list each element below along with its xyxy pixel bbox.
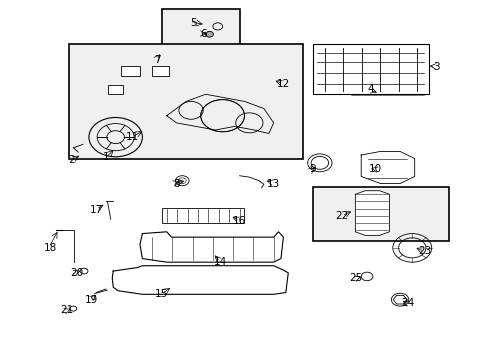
Text: 11: 11 xyxy=(126,132,139,142)
Circle shape xyxy=(205,31,213,37)
Text: 14: 14 xyxy=(213,257,226,267)
Text: 4: 4 xyxy=(367,84,373,94)
Text: 20: 20 xyxy=(70,268,83,278)
Text: 16: 16 xyxy=(233,216,246,226)
Text: 24: 24 xyxy=(400,298,413,308)
Polygon shape xyxy=(355,191,388,235)
Text: 22: 22 xyxy=(334,211,347,221)
Polygon shape xyxy=(112,266,287,294)
Text: 7: 7 xyxy=(153,55,160,65)
Bar xyxy=(152,66,169,76)
Bar xyxy=(312,44,428,94)
Polygon shape xyxy=(140,232,283,262)
Text: 18: 18 xyxy=(43,243,57,253)
Text: 12: 12 xyxy=(276,78,289,89)
Text: 17: 17 xyxy=(89,205,102,215)
Text: 19: 19 xyxy=(84,295,98,305)
Bar xyxy=(69,44,302,158)
Bar xyxy=(120,66,140,76)
Bar xyxy=(162,9,239,48)
Bar xyxy=(108,85,122,94)
Bar xyxy=(312,187,448,241)
Text: 5: 5 xyxy=(190,18,196,28)
Text: 15: 15 xyxy=(155,289,168,299)
Text: 8: 8 xyxy=(173,179,180,189)
Text: 3: 3 xyxy=(432,63,439,72)
Text: 6: 6 xyxy=(200,28,206,39)
Text: 2: 2 xyxy=(68,156,75,165)
Text: 9: 9 xyxy=(308,164,315,174)
Bar xyxy=(162,208,244,223)
Text: 21: 21 xyxy=(61,305,74,315)
Text: 1: 1 xyxy=(102,152,109,162)
Text: 10: 10 xyxy=(368,164,382,174)
Text: 23: 23 xyxy=(417,247,430,256)
Text: 13: 13 xyxy=(266,179,280,189)
Text: 25: 25 xyxy=(349,273,362,283)
